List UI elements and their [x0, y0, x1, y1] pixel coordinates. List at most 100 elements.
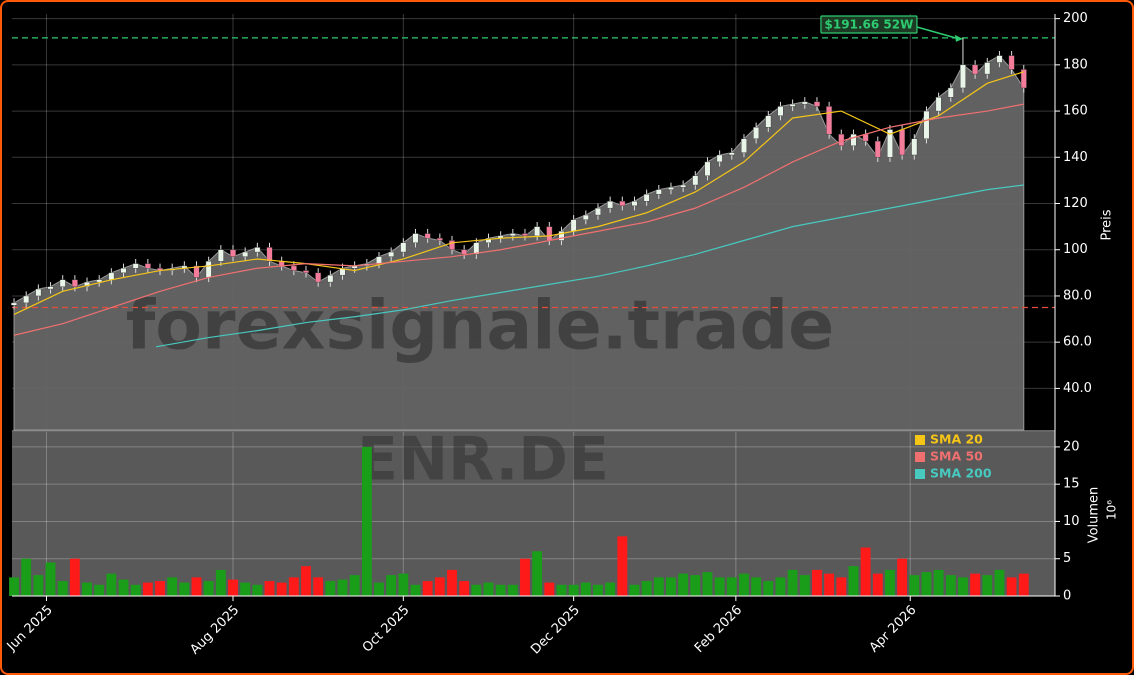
volume-bar: [264, 581, 275, 596]
candle-body: [887, 129, 893, 158]
y-tick-label: 60.0: [1063, 335, 1092, 350]
candle-body: [631, 200, 638, 207]
volume-bar: [301, 566, 311, 596]
legend-swatch: [915, 435, 925, 445]
y-tick-label: 100: [1063, 242, 1088, 257]
candle-body: [923, 110, 930, 139]
candle-body: [619, 200, 626, 207]
volume-bar: [617, 536, 628, 596]
symbol-watermark: ENR.DE: [357, 425, 609, 495]
volume-bar: [9, 577, 19, 596]
legend-label: SMA 20: [930, 432, 983, 447]
annotation-text: $191.66 52W: [825, 18, 914, 32]
volume-bar: [739, 573, 749, 596]
candle-body: [826, 106, 833, 135]
legend-swatch: [915, 452, 925, 462]
volume-bar: [520, 558, 530, 596]
volume-bar: [1018, 573, 1029, 596]
candle-body: [144, 263, 151, 269]
candle-body: [254, 247, 261, 253]
candle-body: [290, 265, 297, 271]
y-tick-label: 40.0: [1063, 381, 1092, 396]
candle-body: [266, 247, 273, 262]
candle-body: [814, 101, 820, 107]
volume-bar: [57, 581, 68, 596]
volume-bar: [544, 582, 555, 596]
volume-bar: [69, 558, 80, 596]
volume-bar: [629, 584, 640, 596]
candle-body: [582, 214, 589, 220]
candle-body: [716, 154, 723, 163]
candle-body: [473, 242, 480, 255]
volume-bar: [653, 577, 664, 596]
candle-body: [1008, 55, 1015, 70]
candle-body: [960, 64, 966, 89]
volume-bar: [167, 577, 178, 596]
legend-swatch: [915, 469, 925, 479]
volume-bar: [471, 584, 482, 596]
candle-body: [643, 194, 650, 202]
candle-body: [412, 233, 419, 244]
candle-body: [753, 127, 760, 140]
volume-bar: [848, 566, 859, 596]
candle-body: [47, 286, 54, 290]
candle-body: [376, 256, 382, 264]
volume-bar: [434, 577, 445, 596]
y-tick-label: 200: [1063, 11, 1088, 26]
annotation-arrowhead: [954, 34, 963, 42]
candle-body: [996, 55, 1003, 63]
volume-bar: [495, 584, 506, 596]
volume-bar: [994, 569, 1005, 596]
candle-body: [230, 249, 236, 257]
volume-tick-label: 0: [1063, 589, 1071, 604]
candle-body: [801, 101, 808, 105]
volume-bar: [945, 575, 956, 596]
volume-bar: [288, 577, 299, 596]
volume-bar: [933, 569, 944, 596]
volume-bar: [836, 577, 847, 596]
candle-body: [655, 189, 662, 195]
volume-bar: [349, 575, 360, 596]
volume-bar: [885, 569, 895, 596]
volume-tick-label: 15: [1063, 477, 1080, 492]
candle-body: [558, 231, 565, 241]
volume-tick-label: 20: [1063, 439, 1080, 454]
volume-bar: [580, 582, 591, 596]
volume-bar: [422, 581, 433, 596]
volume-bar: [921, 572, 932, 596]
volume-bar: [593, 584, 603, 596]
candle-body: [71, 279, 78, 287]
watermark: forexsignale.trade: [126, 287, 835, 366]
candle-body: [570, 219, 577, 232]
volume-bar: [666, 577, 676, 596]
volume-bar: [751, 577, 762, 596]
candle-body: [692, 175, 699, 186]
candle-body: [461, 249, 468, 255]
volume-bar: [94, 584, 105, 596]
sma-line: [155, 184, 1024, 348]
volume-bar: [106, 573, 117, 596]
volume-bar: [1006, 577, 1017, 596]
candle-body: [984, 62, 991, 75]
volume-bar: [325, 581, 336, 596]
volume-bar: [33, 575, 44, 596]
candle-body: [728, 152, 735, 156]
annotation-box: [820, 15, 918, 34]
legend-label: SMA 50: [930, 449, 983, 464]
volume-bar: [763, 581, 774, 596]
volume-bar: [191, 577, 202, 596]
candle-body: [217, 249, 224, 262]
candle-body: [972, 64, 979, 75]
volume-bar: [374, 582, 384, 596]
candle-body: [607, 200, 614, 209]
candle-body: [509, 233, 516, 237]
candle-body: [315, 272, 322, 283]
candle-body: [850, 133, 857, 146]
candle-body: [947, 87, 954, 98]
candle-body: [741, 138, 747, 153]
volume-bar: [459, 581, 470, 596]
candle-body: [680, 184, 687, 188]
candle-body: [35, 288, 42, 297]
volume-bar: [483, 582, 494, 596]
volume-bar: [228, 579, 238, 596]
